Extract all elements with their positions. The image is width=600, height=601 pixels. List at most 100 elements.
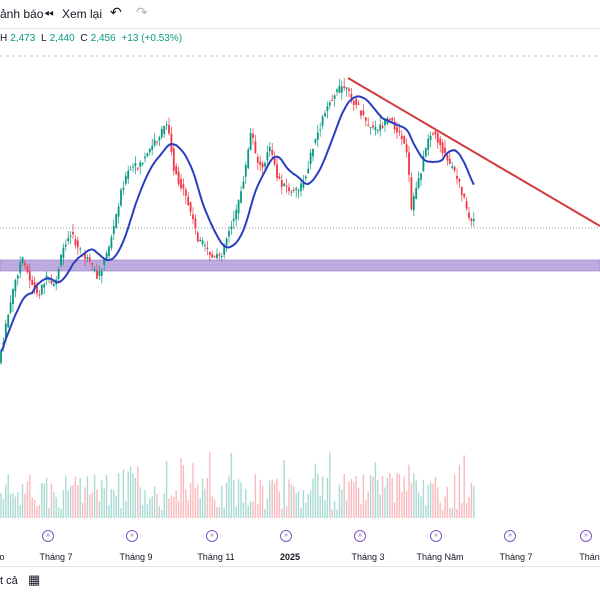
candle-body bbox=[345, 87, 348, 90]
candle-body bbox=[429, 135, 432, 141]
candle-body bbox=[309, 152, 312, 164]
price-chart[interactable] bbox=[0, 48, 600, 546]
time-label: Tháng 9 bbox=[119, 552, 153, 562]
candle-body bbox=[108, 246, 110, 256]
candle-body bbox=[72, 231, 74, 235]
candle-body bbox=[36, 286, 38, 294]
undo-icon[interactable]: ↶ bbox=[110, 4, 122, 20]
volume-bar bbox=[108, 504, 110, 518]
high-label: H bbox=[0, 33, 8, 44]
candle-body bbox=[0, 351, 2, 363]
volume-bar bbox=[19, 504, 21, 518]
candle-body bbox=[417, 178, 420, 188]
candle-body bbox=[194, 218, 197, 229]
candle-body bbox=[456, 175, 458, 179]
candle-body bbox=[448, 158, 451, 164]
candle-body bbox=[326, 106, 329, 111]
volume-bar bbox=[473, 486, 475, 518]
candle-body bbox=[168, 124, 170, 134]
event-marker-icon[interactable]: » bbox=[126, 530, 138, 542]
volume-bar bbox=[283, 459, 285, 518]
volume-bar bbox=[98, 501, 101, 518]
candle-body bbox=[180, 178, 182, 189]
replay-button[interactable]: Xem lại bbox=[62, 6, 102, 22]
time-label: Tháng 11 bbox=[197, 552, 235, 562]
volume-bar bbox=[449, 507, 451, 518]
time-label: Tháng Năm bbox=[416, 552, 464, 562]
volume-bar bbox=[180, 458, 182, 518]
candle-body bbox=[288, 187, 290, 192]
event-marker-icon[interactable]: » bbox=[42, 530, 54, 542]
volume-bar bbox=[355, 476, 357, 518]
rewind-icon[interactable]: ⏪︎ bbox=[44, 7, 54, 21]
volume-bar bbox=[254, 474, 257, 518]
candle-body bbox=[120, 189, 122, 206]
volume-bar bbox=[141, 505, 144, 518]
event-marker-icon[interactable]: » bbox=[504, 530, 516, 542]
candle-body bbox=[146, 153, 149, 157]
volume-bar bbox=[221, 485, 223, 518]
event-marker-icon[interactable]: » bbox=[354, 530, 366, 542]
alert-button[interactable]: ảnh báo bbox=[0, 6, 43, 22]
time-label: o bbox=[0, 552, 5, 562]
redo-icon[interactable]: ↷ bbox=[136, 4, 148, 20]
candle-body bbox=[31, 279, 34, 285]
volume-bar bbox=[345, 500, 348, 518]
candle-body bbox=[156, 141, 158, 143]
volume-bar bbox=[331, 509, 333, 518]
volume-bar bbox=[333, 501, 336, 518]
volume-bar bbox=[348, 481, 350, 518]
volume-bar bbox=[24, 493, 26, 518]
candle-body bbox=[50, 280, 53, 284]
candle-body bbox=[252, 133, 254, 138]
volume-bar bbox=[41, 483, 43, 518]
volume-bar bbox=[81, 503, 84, 518]
candle-body bbox=[249, 132, 252, 151]
volume-bar bbox=[173, 496, 175, 518]
event-marker-icon[interactable]: » bbox=[580, 530, 592, 542]
candle-body bbox=[139, 162, 142, 167]
volume-bar bbox=[29, 474, 31, 518]
candle-body bbox=[100, 271, 103, 276]
volume-bar bbox=[129, 466, 132, 518]
range-all-button[interactable]: t cả bbox=[0, 575, 18, 587]
volume-bar bbox=[21, 484, 24, 518]
candle-body bbox=[256, 156, 259, 163]
candle-body bbox=[271, 149, 274, 155]
candle-body bbox=[237, 200, 240, 214]
volume-bar bbox=[185, 489, 187, 518]
volume-bar bbox=[218, 507, 221, 518]
event-marker-icon[interactable]: » bbox=[280, 530, 292, 542]
event-marker-icon[interactable]: » bbox=[430, 530, 442, 542]
volume-bar bbox=[149, 498, 151, 518]
time-label: 2025 bbox=[279, 552, 301, 562]
candle-body bbox=[220, 256, 223, 258]
volume-bar bbox=[168, 498, 170, 518]
candle-body bbox=[98, 271, 101, 276]
candle-body bbox=[134, 163, 137, 167]
event-marker-icon[interactable]: » bbox=[206, 530, 218, 542]
candle-body bbox=[110, 237, 113, 249]
volume-bar bbox=[120, 508, 122, 518]
volume-bar bbox=[197, 484, 199, 518]
change-value: +13 (+0.53%) bbox=[121, 33, 183, 44]
volume-bar bbox=[321, 476, 324, 518]
volume-bar bbox=[86, 476, 89, 518]
volume-bar bbox=[144, 489, 146, 518]
calendar-icon[interactable]: ▦ bbox=[28, 572, 41, 587]
candle-body bbox=[7, 314, 10, 328]
volume-bar bbox=[201, 478, 204, 518]
volume-bar bbox=[458, 464, 461, 518]
candle-body bbox=[424, 148, 427, 157]
candle-body bbox=[141, 162, 144, 165]
bottom-toolbar: t cả ▦ bbox=[0, 566, 600, 601]
candle-body bbox=[427, 138, 430, 150]
candle-body bbox=[132, 166, 134, 168]
candle-body bbox=[362, 110, 365, 115]
volume-bar bbox=[158, 506, 161, 518]
candle-body bbox=[304, 176, 307, 179]
candle-body bbox=[165, 124, 168, 126]
candle-body bbox=[84, 252, 86, 259]
volume-bar bbox=[290, 484, 293, 518]
candle-body bbox=[376, 130, 379, 132]
